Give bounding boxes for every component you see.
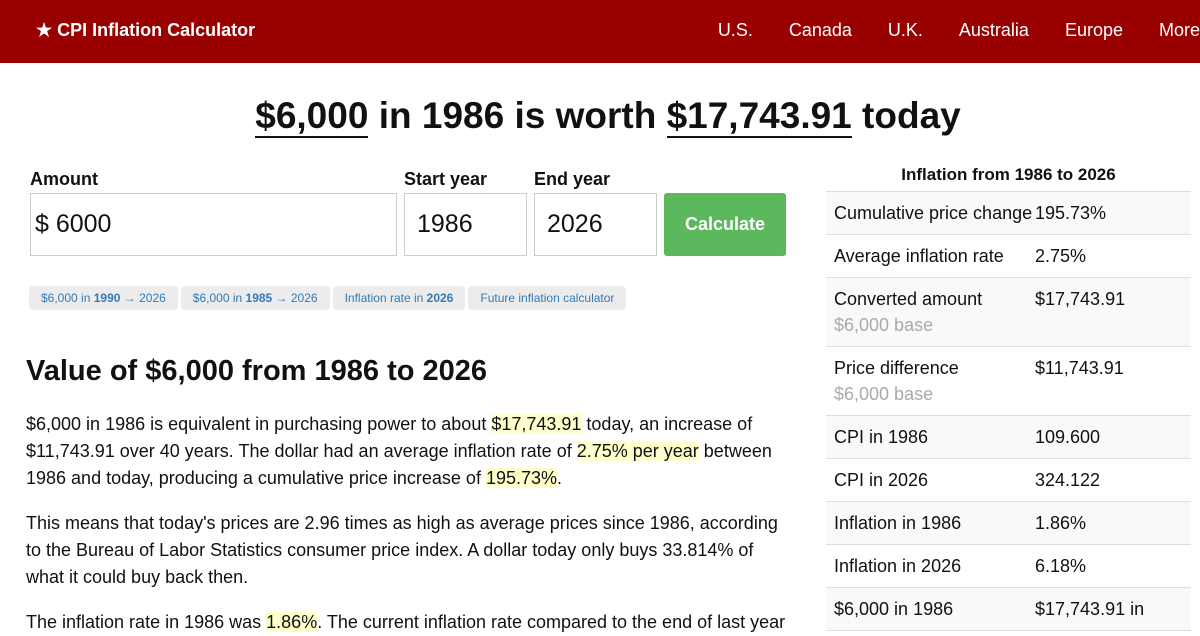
row-sub: $6,000 base (834, 315, 934, 335)
row-label: Price difference $6,000 base (834, 355, 1035, 407)
chip-bold: 1985 (245, 291, 273, 305)
headline-amount: $6,000 (255, 95, 369, 138)
row-sub: $6,000 base (834, 384, 934, 404)
chip-text: $6,000 in (41, 291, 94, 305)
brand-link[interactable]: ★ CPI Inflation Calculator (36, 20, 256, 40)
table-title: Inflation from 1986 to 2026 (826, 162, 1191, 192)
related-links: $6,000 in 1990 → 2026 $6,000 in 1985 → 2… (29, 286, 627, 310)
explanation-paragraph: This means that today's prices are 2.96 … (26, 513, 778, 587)
row-label: Cumulative price change (834, 200, 1035, 226)
top-nav: ★ CPI Inflation Calculator U.S. Canada U… (0, 0, 1200, 63)
chip-future-calculator[interactable]: Future inflation calculator (468, 286, 627, 310)
table-row: $6,000 in 1986 $17,743.91 in (826, 588, 1191, 631)
text: today, an increase of $11,743.91 over 40… (26, 414, 753, 461)
highlight: 2.75% per year (576, 441, 699, 461)
row-value: 2.75% (1035, 246, 1087, 266)
row-label: Converted amount $6,000 base (834, 286, 1035, 338)
highlight: 1.86% (266, 612, 318, 632)
start-year-input[interactable]: 1986 (404, 193, 527, 256)
page-title: $6,000 in 1986 is worth $17,743.91 today (0, 95, 1200, 138)
nav-europe[interactable]: Europe (1064, 20, 1123, 40)
row-label: CPI in 2026 (834, 467, 1035, 493)
inflation-paragraph: The inflation rate in 1986 was 1.86%. Th… (26, 609, 796, 636)
nav-us[interactable]: U.S. (717, 20, 753, 40)
row-key: Average inflation rate (834, 246, 1004, 266)
row-value: $11,743.91 (1035, 358, 1124, 378)
table-row: Inflation in 1986 1.86% (826, 502, 1191, 545)
row-value: $17,743.91 in (1035, 599, 1145, 619)
chip-text: Inflation rate in (344, 291, 427, 305)
nav-australia[interactable]: Australia (958, 20, 1029, 40)
table-row: Average inflation rate 2.75% (826, 235, 1191, 278)
nav-uk[interactable]: U.K. (887, 20, 923, 40)
row-key: CPI in 2026 (834, 470, 929, 490)
chip-text: $6,000 in (192, 291, 246, 305)
chip-text: → 2026 (120, 291, 166, 305)
headline-text: in 1986 is worth (368, 95, 667, 136)
row-value: 6.18% (1035, 556, 1087, 576)
table-row: CPI in 1986 109.600 (826, 416, 1191, 459)
nav-canada[interactable]: Canada (788, 20, 852, 40)
chip-bold: 1990 (93, 291, 121, 305)
section-title: Value of $6,000 from 1986 to 2026 (26, 355, 488, 387)
chip-text: Future inflation calculator (480, 291, 615, 305)
text: between 1986 and today, producing a cumu… (26, 441, 772, 488)
row-value: 109.600 (1035, 427, 1101, 447)
highlight: 195.73% (485, 468, 558, 488)
calculate-button[interactable]: Calculate (664, 193, 786, 256)
text: The inflation rate in 1986 was (26, 612, 267, 632)
table-row: CPI in 2026 324.122 (826, 459, 1191, 502)
chip-1990[interactable]: $6,000 in 1990 → 2026 (29, 286, 178, 310)
row-value: 324.122 (1035, 470, 1101, 490)
table-row: Price difference $6,000 base $11,743.91 (826, 347, 1191, 416)
inflation-summary-table: Inflation from 1986 to 2026 Cumulative p… (826, 162, 1191, 631)
nav-links: U.S. Canada U.K. Australia Europe More (682, 20, 1200, 41)
row-label: Inflation in 2026 (834, 553, 1035, 579)
headline-end: today (851, 95, 961, 136)
text: . (557, 468, 563, 488)
headline-value: $17,743.91 (666, 95, 852, 138)
row-label: CPI in 1986 (834, 424, 1035, 450)
row-value: $17,743.91 (1035, 289, 1126, 309)
row-key: Price difference (834, 358, 959, 378)
row-key: Converted amount (834, 289, 983, 309)
row-value: 195.73% (1035, 203, 1107, 223)
summary-paragraph: $6,000 in 1986 is equivalent in purchasi… (26, 411, 796, 492)
table-row: Inflation in 2026 6.18% (826, 545, 1191, 588)
amount-input[interactable]: $ 6000 (30, 193, 397, 256)
row-key: Cumulative price change (834, 203, 1033, 223)
row-label: Average inflation rate (834, 243, 1035, 269)
chip-inflation-rate[interactable]: Inflation rate in 2026 (332, 286, 466, 310)
row-key: $6,000 in 1986 (834, 599, 954, 619)
table-row: Converted amount $6,000 base $17,743.91 (826, 278, 1191, 347)
end-year-input[interactable]: 2026 (534, 193, 657, 256)
row-label: Inflation in 1986 (834, 510, 1035, 536)
chip-1985[interactable]: $6,000 in 1985 → 2026 (180, 286, 330, 310)
start-year-label: Start year (404, 169, 488, 189)
text: . The current inflation rate compared to… (317, 612, 786, 632)
row-value: 1.86% (1035, 513, 1087, 533)
text: $6,000 in 1986 is equivalent in purchasi… (26, 414, 492, 434)
highlight: $17,743.91 (491, 414, 582, 434)
end-year-label: End year (534, 169, 611, 189)
row-label: $6,000 in 1986 (834, 596, 1035, 622)
chip-bold: 2026 (426, 291, 454, 305)
amount-label: Amount (30, 169, 98, 189)
nav-more[interactable]: More (1158, 20, 1200, 40)
row-key: CPI in 1986 (834, 427, 929, 447)
chip-text: → 2026 (272, 291, 318, 305)
table-row: Cumulative price change 195.73% (826, 192, 1191, 235)
row-key: Inflation in 1986 (834, 513, 962, 533)
row-key: Inflation in 2026 (834, 556, 962, 576)
